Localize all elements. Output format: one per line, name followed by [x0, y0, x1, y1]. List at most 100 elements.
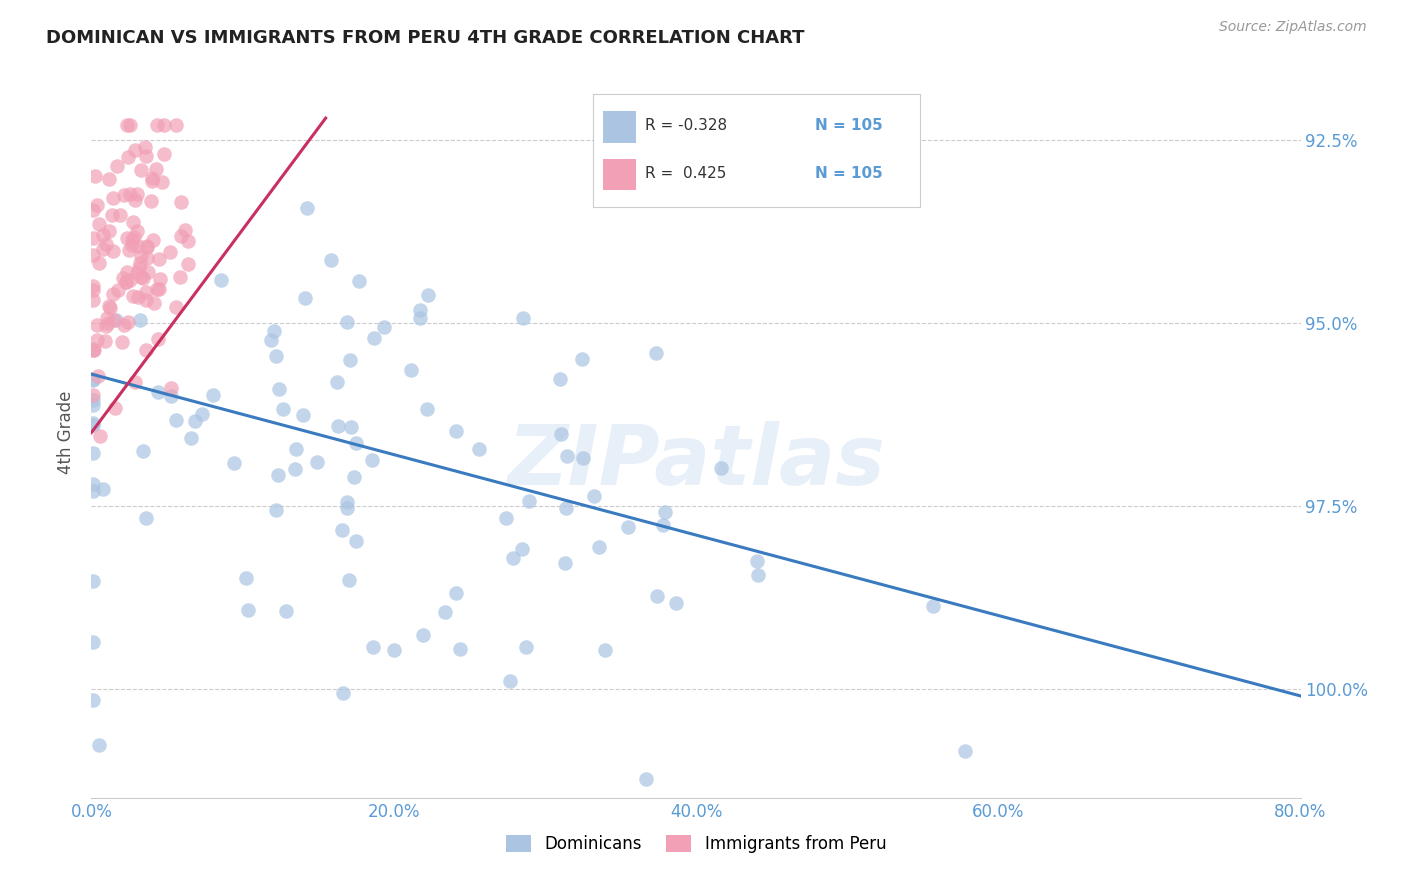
- Point: [921, 599, 943, 613]
- Point: [117, 315, 139, 329]
- Point: [148, 282, 170, 296]
- Point: [82, 230, 104, 244]
- Point: [104, 401, 127, 415]
- Point: [112, 318, 135, 333]
- Point: [98, 301, 121, 316]
- Point: [117, 150, 139, 164]
- Point: [236, 602, 259, 616]
- Point: [449, 641, 471, 656]
- Point: [134, 140, 156, 154]
- Point: [654, 505, 676, 519]
- Point: [169, 270, 191, 285]
- Point: [645, 590, 668, 604]
- Point: [412, 628, 434, 642]
- Point: [121, 238, 143, 252]
- Point: [82, 392, 104, 407]
- Point: [150, 175, 173, 189]
- Point: [82, 634, 104, 648]
- Point: [180, 431, 202, 445]
- Point: [146, 384, 169, 399]
- Point: [409, 302, 432, 317]
- Point: [127, 239, 149, 253]
- Point: [87, 368, 110, 383]
- Point: [588, 540, 610, 554]
- Point: [284, 442, 307, 456]
- Y-axis label: 4th Grade: 4th Grade: [58, 391, 76, 475]
- Point: [433, 605, 456, 619]
- Point: [555, 501, 578, 516]
- Point: [344, 435, 367, 450]
- Point: [146, 119, 169, 133]
- Point: [336, 495, 359, 509]
- Point: [336, 315, 359, 329]
- Point: [86, 198, 108, 212]
- Point: [108, 207, 131, 221]
- Point: [291, 408, 314, 422]
- Point: [135, 343, 157, 357]
- Point: [129, 313, 152, 327]
- Point: [112, 188, 135, 202]
- Point: [82, 398, 104, 412]
- Point: [201, 388, 224, 402]
- Point: [129, 163, 152, 178]
- Point: [340, 420, 363, 434]
- Point: [416, 288, 439, 302]
- Point: [101, 208, 124, 222]
- Point: [319, 252, 342, 267]
- Point: [135, 293, 157, 307]
- Point: [264, 349, 287, 363]
- Point: [571, 352, 593, 367]
- Point: [82, 417, 104, 432]
- Point: [142, 295, 165, 310]
- Point: [142, 233, 165, 247]
- Point: [361, 640, 384, 654]
- Point: [127, 290, 149, 304]
- Point: [336, 500, 359, 515]
- Legend: Dominicans, Immigrants from Peru: Dominicans, Immigrants from Peru: [499, 828, 893, 860]
- Point: [515, 640, 537, 655]
- Point: [149, 272, 172, 286]
- Point: [131, 443, 153, 458]
- Text: ZIPatlas: ZIPatlas: [508, 421, 884, 502]
- Point: [747, 567, 769, 582]
- Point: [87, 217, 110, 231]
- Point: [165, 119, 187, 133]
- Point: [263, 324, 285, 338]
- Point: [118, 119, 141, 133]
- Point: [284, 462, 307, 476]
- Point: [153, 147, 176, 161]
- Point: [135, 511, 157, 525]
- Point: [555, 450, 578, 464]
- Point: [139, 194, 162, 209]
- Point: [101, 287, 124, 301]
- Point: [159, 244, 181, 259]
- Point: [97, 299, 120, 313]
- Point: [124, 230, 146, 244]
- Point: [295, 201, 318, 215]
- Point: [121, 233, 143, 247]
- Point: [360, 452, 382, 467]
- Point: [91, 228, 114, 243]
- Point: [583, 489, 606, 503]
- Point: [146, 282, 169, 296]
- Point: [82, 574, 104, 588]
- Point: [135, 285, 157, 300]
- Point: [127, 223, 149, 237]
- Point: [343, 470, 366, 484]
- Point: [373, 320, 395, 334]
- Point: [82, 202, 104, 217]
- Point: [82, 484, 104, 499]
- Point: [330, 524, 353, 538]
- Point: [86, 318, 108, 332]
- Point: [264, 503, 287, 517]
- Point: [191, 407, 214, 421]
- Point: [136, 251, 159, 265]
- Point: [128, 256, 150, 270]
- Point: [170, 195, 193, 210]
- Point: [96, 310, 118, 325]
- Point: [173, 223, 195, 237]
- Point: [235, 571, 257, 585]
- Point: [184, 414, 207, 428]
- Point: [512, 541, 534, 556]
- Point: [117, 265, 139, 279]
